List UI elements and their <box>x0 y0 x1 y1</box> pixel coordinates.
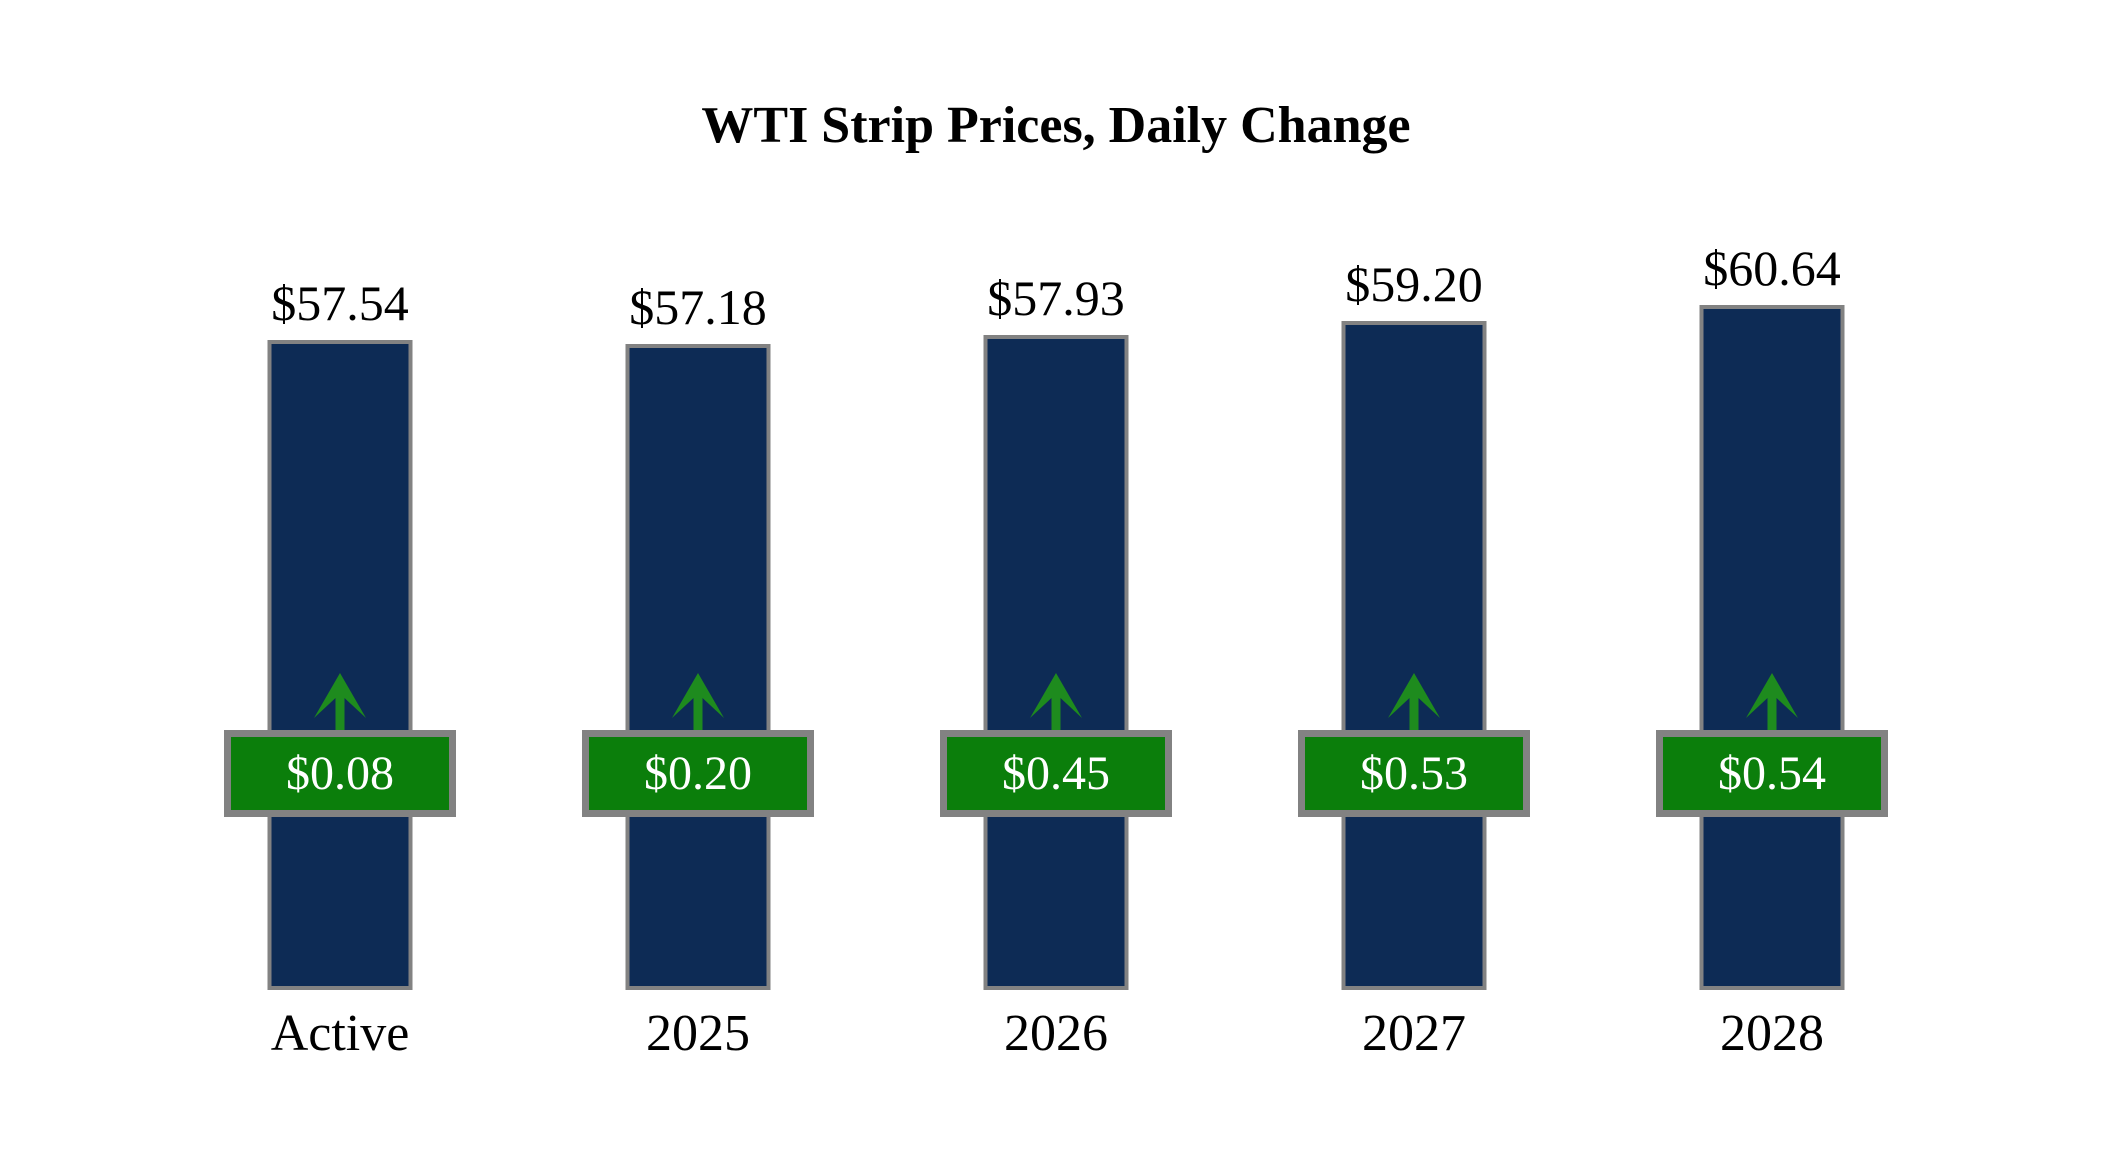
bar-2026 <box>983 335 1129 990</box>
category-label-active: Active <box>270 1005 410 1062</box>
chart-title: WTI Strip Prices, Daily Change <box>701 97 1411 154</box>
change-badge: $0.53 <box>1298 730 1530 817</box>
up-arrow-icon <box>670 673 726 730</box>
category-label-2028: 2028 <box>1720 1005 1824 1062</box>
change-label: $0.54 <box>1718 746 1826 800</box>
change-badge: $0.08 <box>224 730 456 817</box>
up-arrow-icon <box>1386 673 1442 730</box>
up-arrow-icon <box>1744 673 1800 730</box>
change-label: $0.53 <box>1360 746 1468 800</box>
bar-group-2026: $57.93 $0.45 2026 <box>877 152 1235 1152</box>
change-badge: $0.20 <box>582 730 814 817</box>
bar-chart: $57.54 $0.08 Active $57.18 $0.20 2025 $5… <box>161 152 1951 1152</box>
up-arrow-icon <box>1028 673 1084 730</box>
bar-2028 <box>1699 305 1845 990</box>
bar-group-2025: $57.18 $0.20 2025 <box>519 152 877 1152</box>
change-badge: $0.54 <box>1656 730 1888 817</box>
bar-group-2028: $60.64 $0.54 2028 <box>1593 152 1951 1152</box>
bar-2025 <box>625 344 771 990</box>
change-label: $0.45 <box>1002 746 1110 800</box>
bar-2027 <box>1341 321 1487 990</box>
bar-active <box>267 340 413 990</box>
category-label-2026: 2026 <box>1004 1005 1108 1062</box>
price-label: $59.20 <box>1345 256 1483 312</box>
bar-group-active: $57.54 $0.08 Active <box>161 152 519 1152</box>
price-label: $57.93 <box>987 270 1125 326</box>
change-label: $0.20 <box>644 746 752 800</box>
up-arrow-icon <box>312 673 368 730</box>
price-label: $57.54 <box>271 275 409 331</box>
category-label-2025: 2025 <box>646 1005 750 1062</box>
category-label-2027: 2027 <box>1362 1005 1466 1062</box>
price-label: $60.64 <box>1703 240 1841 296</box>
change-label: $0.08 <box>286 746 394 800</box>
change-badge: $0.45 <box>940 730 1172 817</box>
price-label: $57.18 <box>629 279 767 335</box>
bar-group-2027: $59.20 $0.53 2027 <box>1235 152 1593 1152</box>
